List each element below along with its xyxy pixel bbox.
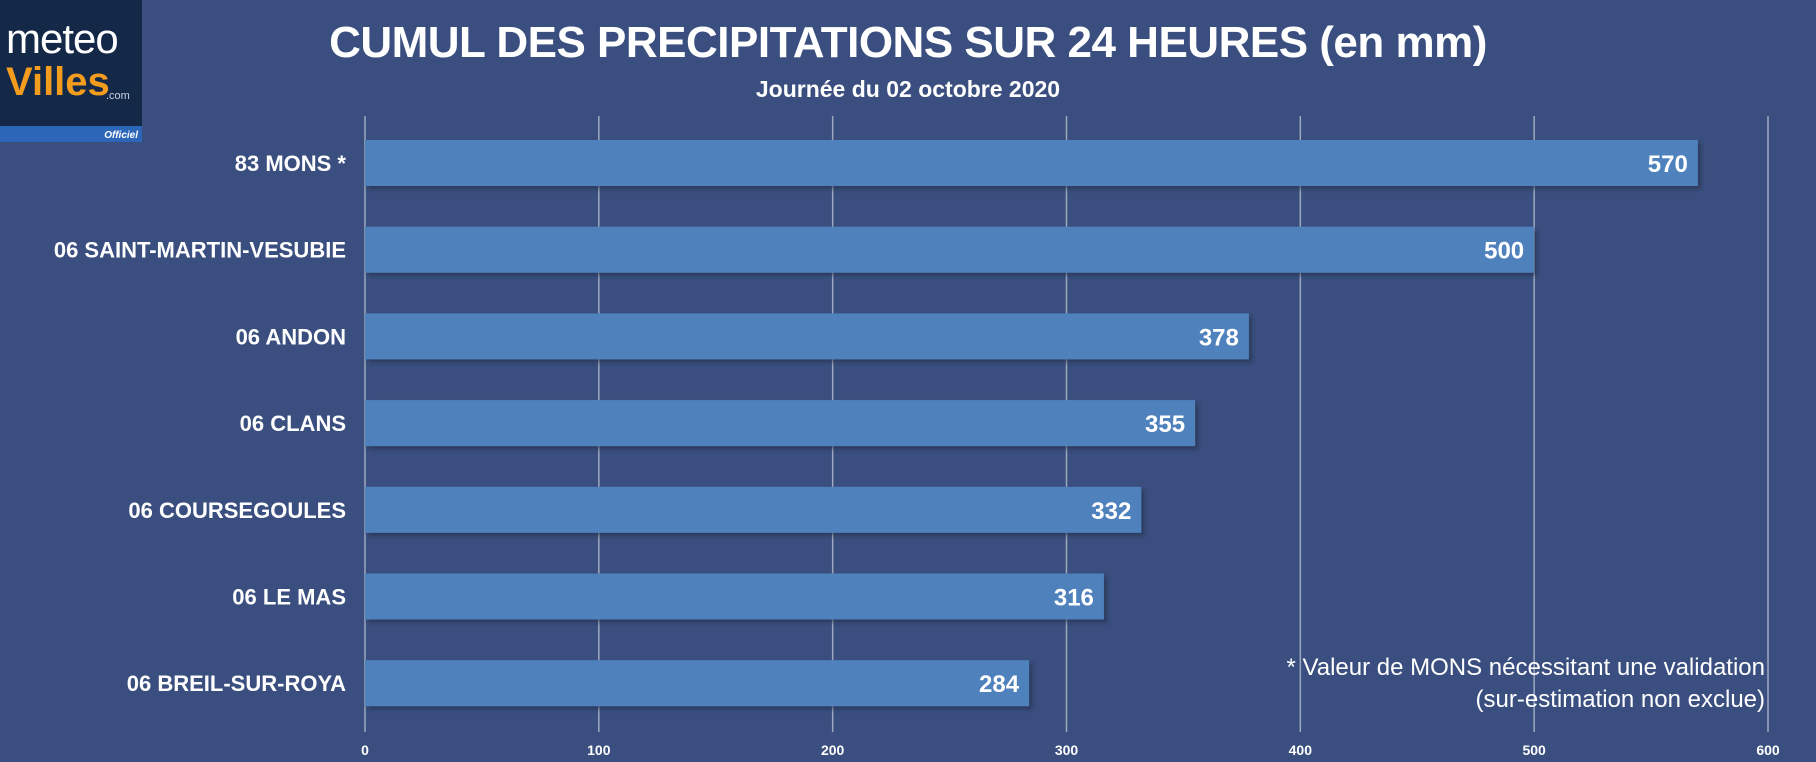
bar [365,140,1698,186]
bars: 570 500 378 355 332 316 284 [365,140,1698,707]
x-tick-label: 500 [1522,742,1546,758]
category-label: 06 SAINT-MARTIN-VESUBIE [54,238,346,263]
logo-villes-text: Villes [6,60,110,104]
category-label: 06 ANDON [236,324,346,349]
category-label: 83 MONS * [235,151,347,176]
x-tick-label: 0 [361,742,369,758]
x-tick-label: 200 [821,742,845,758]
logo-badge-bar: Officiel [0,126,142,142]
bar [365,226,1535,273]
footnote-line-2: (sur-estimation non exclue) [1475,686,1765,713]
bar [365,486,1142,533]
x-tick-label: 400 [1289,742,1313,758]
chart-subtitle: Journée du 02 octobre 2020 [755,76,1061,102]
x-tick-labels: 0 100 200 300 400 500 600 [361,742,1780,758]
bar-value-label: 570 [1648,151,1688,178]
bar-value-label: 316 [1054,585,1094,612]
category-labels: 83 MONS * 06 SAINT-MARTIN-VESUBIE 06 ANDON… [54,151,347,696]
bar [365,660,1030,707]
logo-domain-text: .com [106,90,130,102]
footnote-line-1: * Valeur de MONS nécessitant une validat… [1286,654,1766,681]
x-tick-label: 600 [1756,742,1780,758]
x-tick-label: 300 [1055,742,1079,758]
category-label: 06 LE MAS [232,585,346,610]
x-tick-label: 100 [587,742,611,758]
bar-value-label: 355 [1145,411,1185,438]
bar-value-label: 500 [1484,238,1524,265]
bar [365,313,1249,360]
category-label: 06 COURSEGOULES [128,498,346,523]
footnote: * Valeur de MONS nécessitant une validat… [1287,652,1766,716]
logo-meteo-text: meteo [6,15,119,62]
chart-title: CUMUL DES PRECIPITATIONS SUR 24 HEURES (… [329,18,1487,67]
bar [365,573,1104,620]
logo-badge-text: Officiel [104,130,138,141]
bar [365,400,1196,447]
bar-value-label: 284 [979,671,1020,698]
category-label: 06 CLANS [240,411,346,436]
meteovilles-logo: meteo Villes .com Officiel [0,0,142,142]
category-label: 06 BREIL-SUR-ROYA [127,671,346,696]
bar-value-label: 378 [1199,324,1239,351]
bar-value-label: 332 [1091,498,1131,525]
